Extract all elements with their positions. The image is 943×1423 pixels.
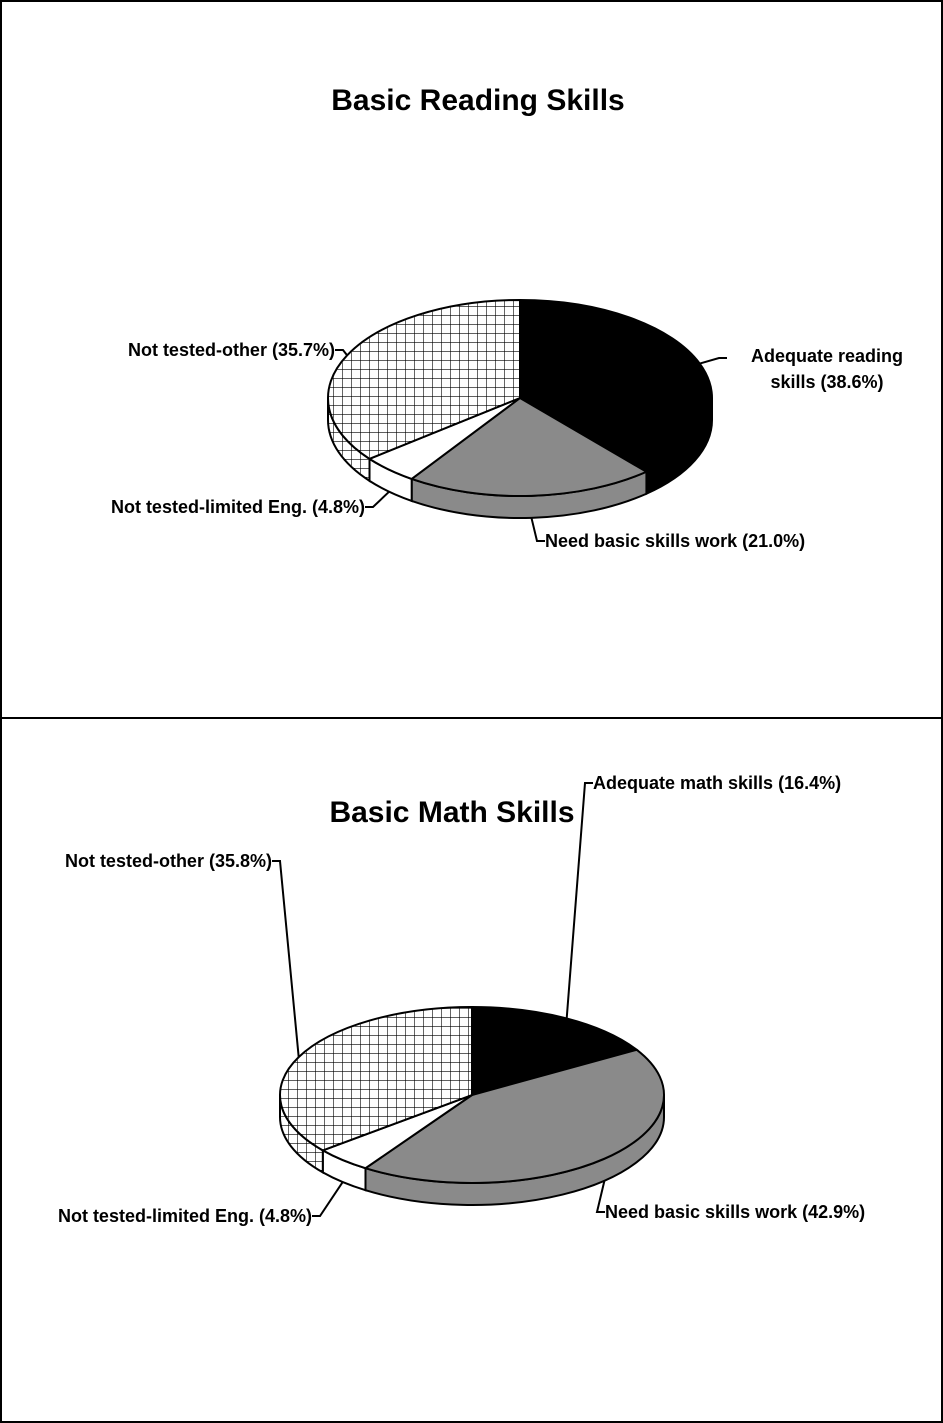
label-category: Not tested-limited Eng. [57, 1206, 254, 1226]
label-value: (4.8%) [311, 497, 365, 517]
leader-line [595, 1180, 606, 1213]
pie-slice [363, 1048, 665, 1184]
label-category: Not tested-other [64, 851, 204, 871]
chart-title: Basic Reading Skills [331, 84, 624, 117]
label-category: Not tested-other [127, 340, 267, 360]
pie-slice [409, 396, 649, 498]
leader-line [272, 860, 300, 1058]
label-category: Need basic skills work [545, 531, 738, 551]
data-label: Not tested-limited Eng. (4.8%) [111, 494, 365, 520]
label-value: (35.8%) [208, 851, 272, 871]
data-label: Not tested-other (35.7%) [128, 337, 335, 363]
label-value: (42.9%) [802, 1202, 866, 1222]
leader-line [699, 357, 727, 365]
data-label: Adequate math skills (16.4%) [593, 770, 841, 796]
leader-line [530, 517, 545, 542]
label-value: (35.7%) [271, 340, 335, 360]
label-value: (4.8%) [258, 1206, 312, 1226]
leader-line [335, 349, 348, 356]
label-category: Not tested-limited Eng. [110, 497, 307, 517]
pie-slice [279, 1005, 473, 1152]
panel-border [0, 717, 943, 1423]
label-category: Adequate math skills [593, 773, 774, 793]
label-category: Adequate reading skills [750, 346, 904, 392]
data-label: Need basic skills work (42.9%) [605, 1199, 865, 1225]
leader-line [365, 490, 390, 508]
data-label: Not tested-limited Eng. (4.8%) [58, 1203, 312, 1229]
pie-slice [471, 1005, 639, 1097]
data-label: Adequate reading skills (38.6%) [727, 343, 927, 395]
data-label: Not tested-other (35.8%) [65, 848, 272, 874]
label-value: (21.0%) [742, 531, 806, 551]
leader-line [565, 782, 593, 1019]
label-value: (38.6%) [820, 372, 884, 392]
leader-line [312, 1181, 344, 1217]
label-value: (16.4%) [778, 773, 842, 793]
chart-title: Basic Math Skills [329, 796, 574, 829]
label-category: Need basic skills work [605, 1202, 798, 1222]
pie-slice [519, 298, 713, 473]
data-label: Need basic skills work (21.0%) [545, 528, 805, 554]
